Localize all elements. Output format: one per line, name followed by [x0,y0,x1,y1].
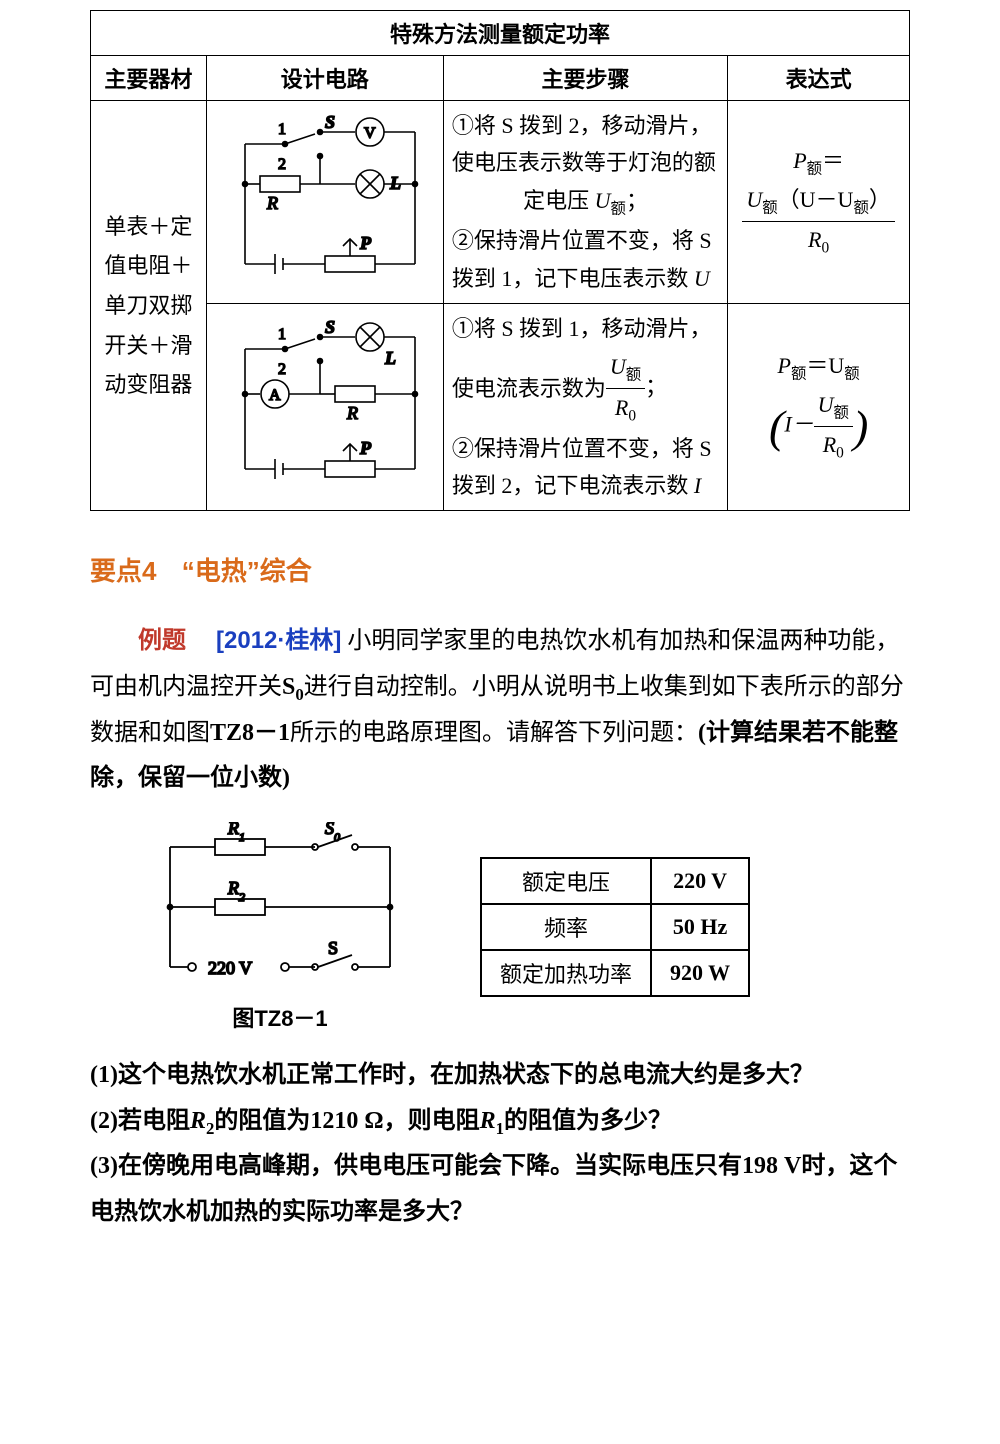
svg-text:R2: R2 [227,878,245,904]
svg-text:A: A [269,387,281,404]
step-text: ； [626,188,648,213]
example-problem: 例题 [2012·桂林] 小明同学家里的电热饮水机有加热和保温两种功能，可由机内… [90,618,910,801]
formula-P: P [793,148,806,173]
svg-text:R: R [346,403,358,423]
table-title-row: 特殊方法测量额定功率 [91,11,910,56]
step-text: ①将 S 拨到 1，移动滑片， [452,316,712,341]
circuit-cell-1: 1 2 S V L [206,101,443,304]
svg-text:S: S [325,319,335,337]
question-2: (2)若电阻R2的阻值为1210 Ω，则电阻R1的阻值为多少？ [90,1099,910,1145]
svg-text:S: S [328,938,338,958]
spec-value: 50 Hz [651,904,749,950]
table-row: 额定电压 220 V [481,858,749,904]
step-text: ②保持滑片位置不变，将 S [452,228,712,253]
hdr-circuit: 设计电路 [206,56,443,101]
water-heater-circuit: R1 S0 R2 [130,822,430,992]
spec-label: 额定电压 [481,858,651,904]
page: 特殊方法测量额定功率 主要器材 设计电路 主要步骤 表达式 单表＋定值电阻＋单刀… [0,0,1000,1275]
question-3: (3)在傍晚用电高峰期，供电电压可能会下降。当实际电压只有198 V时，这个电热… [90,1144,910,1235]
svg-text:R1: R1 [227,822,245,844]
table-row: 额定加热功率 920 W [481,950,749,996]
table-row: 单表＋定值电阻＋单刀双掷开关＋滑动变阻器 1 2 S [91,101,910,304]
circuit-cell-2: 1 2 S L R [206,304,443,511]
svg-text:P: P [359,438,372,458]
svg-text:2: 2 [278,361,286,378]
circuit-diagram-1: 1 2 S V L [215,114,435,284]
step-text: 拨到 2，记下电流表示数 [452,473,694,498]
figure-row: R1 S0 R2 [130,822,910,1033]
table-header-row: 主要器材 设计电路 主要步骤 表达式 [91,56,910,101]
example-label: 例题 [138,627,186,654]
spec-value: 920 W [651,950,749,996]
steps-cell-1: ①将 S 拨到 2，移动滑片， 使电压表示数等于灯泡的额 定电压 U额； ②保持… [443,101,727,304]
step-text: 定电压 [523,188,595,213]
svg-text:1: 1 [278,326,286,343]
svg-text:1: 1 [278,121,286,138]
spec-table: 额定电压 220 V 频率 50 Hz 额定加热功率 920 W [480,857,750,997]
paren-expr: ( I－ U额 R0 ) [769,387,868,466]
step-text: 使电压表示数等于灯泡的额 [452,150,716,175]
table-row: 1 2 S L R [91,304,910,511]
methods-table: 特殊方法测量额定功率 主要器材 设计电路 主要步骤 表达式 单表＋定值电阻＋单刀… [90,10,910,511]
step-text: ①将 S 拨到 2，移动滑片， [452,113,712,138]
svg-text:S: S [325,114,335,132]
section-heading: 要点4 “电热”综合 [90,551,910,588]
circuit-diagram-2: 1 2 S L R [215,319,435,489]
svg-text:L: L [384,348,396,368]
svg-text:S0: S0 [325,822,340,844]
spec-value: 220 V [651,858,749,904]
equipment-cell: 单表＋定值电阻＋单刀双掷开关＋滑动变阻器 [91,101,207,511]
questions: (1)这个电热饮水机正常工作时，在加热状态下的总电流大约是多大？ (2)若电阻R… [90,1053,910,1235]
spec-label: 额定加热功率 [481,950,651,996]
fraction: U额（U－U额） R0 [742,182,895,261]
svg-text:L: L [389,173,401,193]
hdr-expr: 表达式 [728,56,910,101]
hdr-steps: 主要步骤 [443,56,727,101]
svg-text:2: 2 [278,156,286,173]
heading-num: 要点4 [90,556,156,586]
example-text: 所示的电路原理图。请解答下列问题： [290,720,698,746]
svg-text:P: P [359,233,372,253]
table-row: 频率 50 Hz [481,904,749,950]
spec-label: 频率 [481,904,651,950]
figure-block: R1 S0 R2 [130,822,430,1033]
svg-text:V: V [364,125,376,142]
question-1: (1)这个电热饮水机正常工作时，在加热状态下的总电流大约是多大？ [90,1053,910,1099]
svg-text:R: R [266,193,278,213]
figure-caption: 图TZ8－1 [130,1001,430,1033]
step-text: ②保持滑片位置不变，将 S [452,436,712,461]
example-source: [2012·桂林] [216,627,341,654]
svg-text:220 V: 220 V [208,958,252,978]
step-text: 使电流表示数为 [452,370,606,407]
steps-cell-2: ①将 S 拨到 1，移动滑片， 使电流表示数为 U额 R0 ； ②保持滑片位置不… [443,304,727,511]
hdr-equipment: 主要器材 [91,56,207,101]
step-text: 拨到 1，记下电压表示数 [452,266,694,291]
formula-cell-1: P额＝ U额（U－U额） R0 [728,101,910,304]
heading-text: “电热”综合 [182,556,312,586]
table-title: 特殊方法测量额定功率 [91,11,910,56]
formula-cell-2: P额＝U额 ( I－ U额 R0 ) [728,304,910,511]
equipment-text: 单表＋定值电阻＋单刀双掷开关＋滑动变阻器 [104,214,192,397]
